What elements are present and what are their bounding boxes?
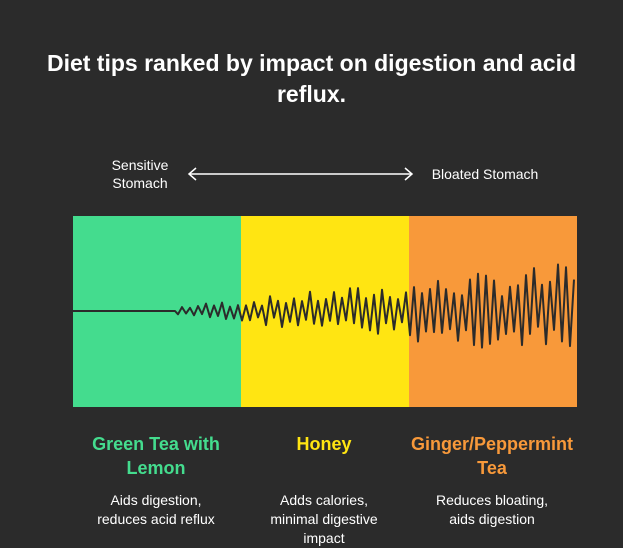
- item-description: Adds calories, minimal digestive impact: [270, 492, 378, 546]
- item-label: Honey: [296, 434, 352, 454]
- arrow-head-left: [187, 167, 197, 181]
- item-label: Ginger/Peppermint Tea: [410, 434, 574, 478]
- scale-left-label: Sensitive Stomach: [111, 157, 169, 191]
- item-label: Green Tea with Lemon: [92, 434, 220, 478]
- scale-right-label: Bloated Stomach: [431, 166, 539, 182]
- title: Diet tips ranked by impact on digestion …: [46, 50, 577, 107]
- signal-wave: [73, 263, 575, 349]
- item-description: Reduces bloating, aids digestion: [435, 492, 549, 527]
- item-description: Aids digestion, reduces acid reflux: [97, 492, 215, 527]
- arrow-head-right: [404, 167, 414, 181]
